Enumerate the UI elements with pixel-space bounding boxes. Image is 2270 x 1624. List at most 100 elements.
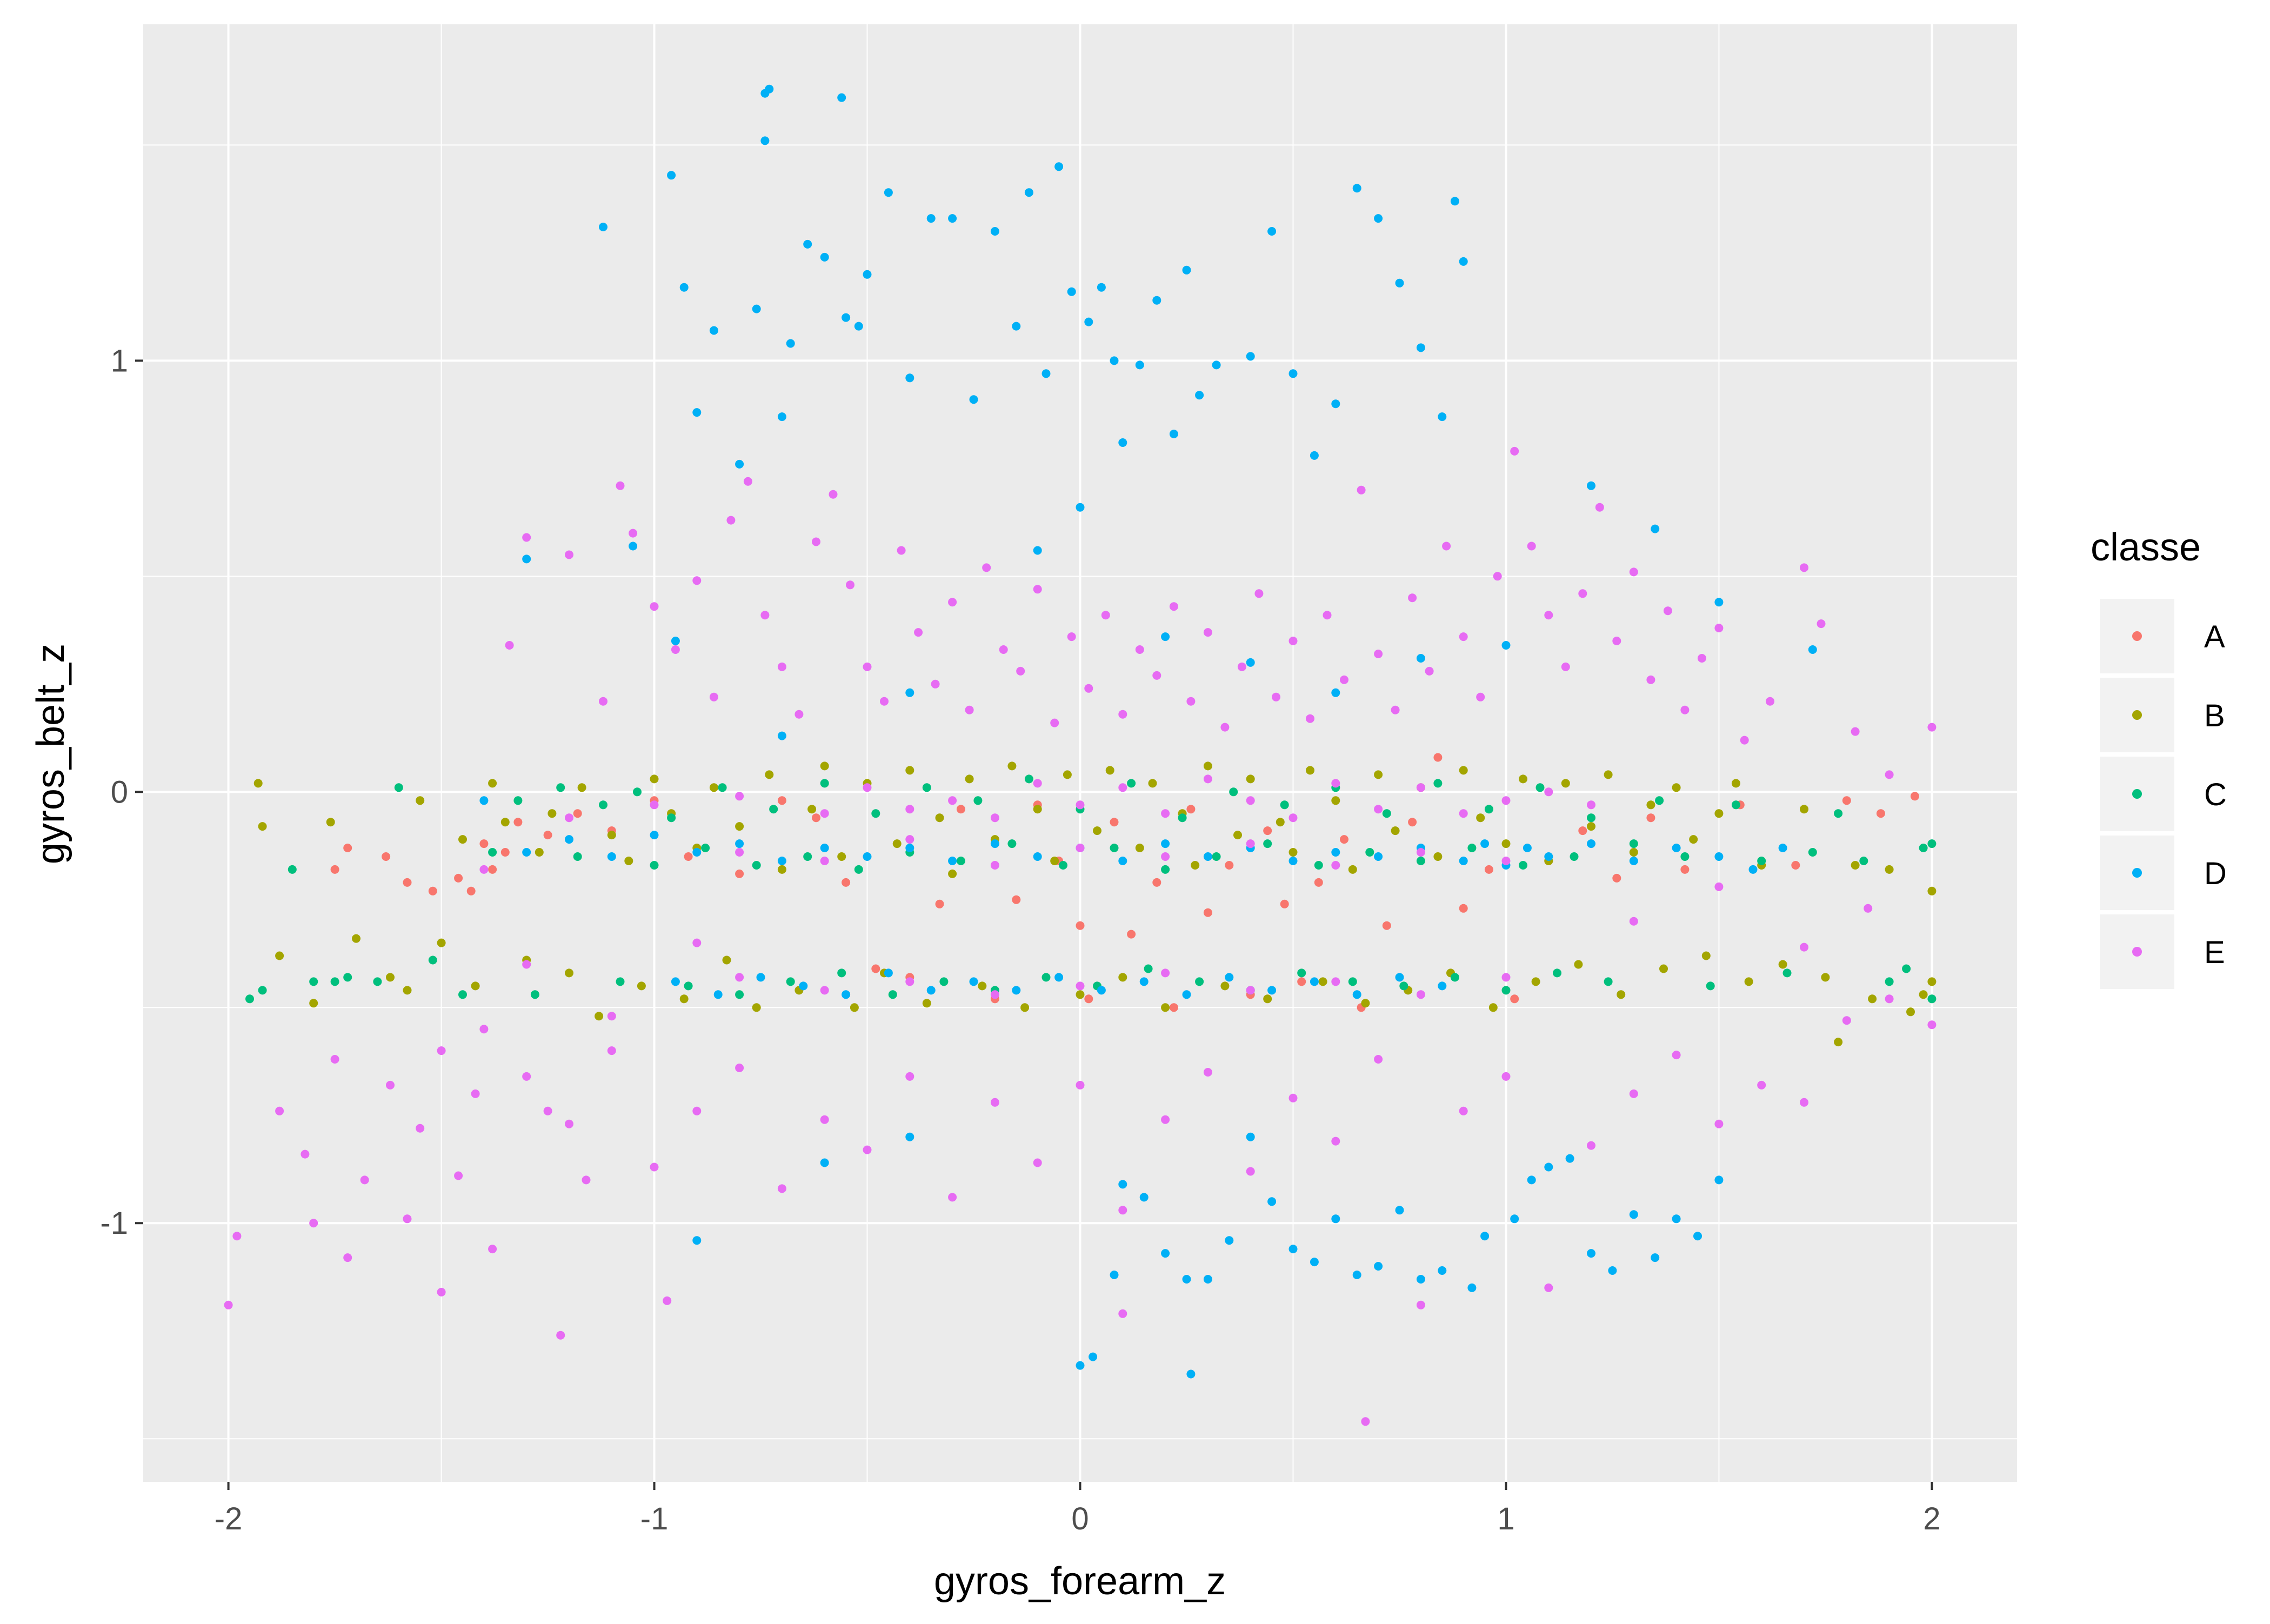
data-point-D bbox=[1152, 296, 1161, 305]
data-point-E bbox=[1493, 572, 1502, 581]
data-point-B bbox=[1148, 779, 1157, 788]
data-point-E bbox=[1927, 723, 1937, 732]
data-point-D bbox=[820, 1158, 829, 1167]
data-point-D bbox=[1310, 977, 1319, 986]
data-point-B bbox=[437, 938, 446, 947]
data-point-A bbox=[735, 869, 744, 878]
data-point-B bbox=[650, 774, 659, 784]
data-point-E bbox=[829, 490, 838, 499]
data-point-E bbox=[360, 1175, 369, 1185]
data-point-E bbox=[905, 977, 914, 986]
data-point-C bbox=[1365, 848, 1374, 857]
data-point-D bbox=[1161, 1249, 1170, 1258]
data-point-E bbox=[1246, 1167, 1255, 1176]
data-point-B bbox=[1672, 783, 1681, 792]
data-point-E bbox=[1169, 602, 1178, 611]
series-E bbox=[224, 446, 1937, 1426]
data-point-E bbox=[990, 990, 999, 999]
data-point-D bbox=[1097, 283, 1106, 292]
data-point-E bbox=[1246, 796, 1255, 805]
data-point-E bbox=[735, 848, 744, 857]
data-point-A bbox=[871, 964, 880, 973]
data-point-D bbox=[607, 852, 616, 861]
data-point-B bbox=[807, 805, 817, 814]
data-point-D bbox=[1067, 287, 1076, 296]
data-point-B bbox=[1246, 774, 1255, 784]
data-point-E bbox=[1587, 800, 1595, 810]
data-point-D bbox=[765, 84, 774, 93]
data-point-D bbox=[1186, 1369, 1196, 1379]
data-point-D bbox=[905, 1132, 914, 1141]
data-point-E bbox=[522, 960, 531, 969]
data-point-E bbox=[735, 973, 744, 982]
data-point-D bbox=[1139, 1193, 1149, 1202]
data-point-C bbox=[1127, 779, 1136, 788]
data-point-C bbox=[1041, 973, 1051, 982]
data-point-B bbox=[1821, 973, 1830, 982]
data-point-D bbox=[777, 412, 786, 422]
data-point-B bbox=[1604, 770, 1613, 779]
data-point-C bbox=[1757, 857, 1766, 865]
data-point-C bbox=[633, 787, 642, 797]
data-point-D bbox=[969, 977, 978, 986]
data-point-E bbox=[1527, 542, 1536, 551]
data-point-D bbox=[1182, 265, 1191, 275]
data-point-B bbox=[1118, 973, 1127, 982]
legend-label: B bbox=[2204, 698, 2225, 733]
data-point-E bbox=[820, 809, 829, 818]
data-point-B bbox=[1885, 865, 1894, 874]
data-point-E bbox=[1203, 1068, 1212, 1077]
x-tick-label: -2 bbox=[215, 1501, 243, 1536]
data-point-E bbox=[522, 1072, 531, 1081]
data-point-C bbox=[939, 977, 949, 986]
data-point-D bbox=[760, 136, 770, 145]
data-point-A bbox=[1169, 1003, 1178, 1012]
data-point-D bbox=[709, 326, 718, 335]
data-point-B bbox=[1531, 977, 1540, 986]
data-point-D bbox=[1629, 857, 1638, 865]
x-tick-label: 0 bbox=[1071, 1501, 1089, 1536]
data-point-D bbox=[479, 796, 489, 805]
data-point-B bbox=[1731, 779, 1740, 788]
data-point-E bbox=[735, 1064, 744, 1072]
data-point-E bbox=[1374, 650, 1383, 658]
data-point-E bbox=[607, 1012, 616, 1021]
data-point-C bbox=[1212, 852, 1221, 861]
data-point-E bbox=[1646, 675, 1655, 684]
legend-key-dot bbox=[2132, 710, 2142, 720]
legend-key-dot bbox=[2132, 631, 2142, 641]
data-point-D bbox=[1012, 986, 1021, 995]
data-point-E bbox=[1331, 1137, 1340, 1146]
data-point-E bbox=[999, 645, 1008, 654]
data-point-D bbox=[1352, 1271, 1361, 1279]
data-point-E bbox=[948, 796, 957, 805]
data-point-D bbox=[1714, 598, 1724, 607]
data-point-E bbox=[931, 679, 940, 689]
data-point-C bbox=[667, 813, 676, 823]
data-point-E bbox=[692, 938, 702, 947]
data-point-C bbox=[650, 861, 659, 870]
data-point-C bbox=[1629, 839, 1638, 848]
legend-key-dot bbox=[2132, 868, 2142, 878]
data-point-A bbox=[1203, 908, 1212, 917]
x-axis-title: gyros_forearm_z bbox=[934, 1560, 1226, 1603]
data-point-C bbox=[1927, 839, 1937, 848]
data-point-E bbox=[488, 1245, 497, 1254]
data-point-B bbox=[1391, 826, 1400, 836]
data-point-D bbox=[1161, 632, 1170, 641]
data-point-E bbox=[543, 1106, 552, 1115]
data-point-D bbox=[1438, 412, 1447, 422]
data-point-C bbox=[1680, 852, 1690, 861]
data-point-D bbox=[803, 239, 812, 249]
data-point-D bbox=[905, 844, 914, 852]
data-point-E bbox=[556, 1331, 565, 1340]
legend-key-dot bbox=[2132, 789, 2142, 799]
data-point-C bbox=[1706, 981, 1715, 991]
data-point-D bbox=[1110, 1271, 1119, 1279]
data-point-D bbox=[1089, 1352, 1098, 1361]
data-point-C bbox=[803, 852, 812, 861]
data-point-A bbox=[1110, 818, 1119, 827]
data-point-E bbox=[1800, 943, 1808, 952]
data-point-E bbox=[1161, 1115, 1170, 1124]
data-point-E bbox=[820, 986, 829, 995]
